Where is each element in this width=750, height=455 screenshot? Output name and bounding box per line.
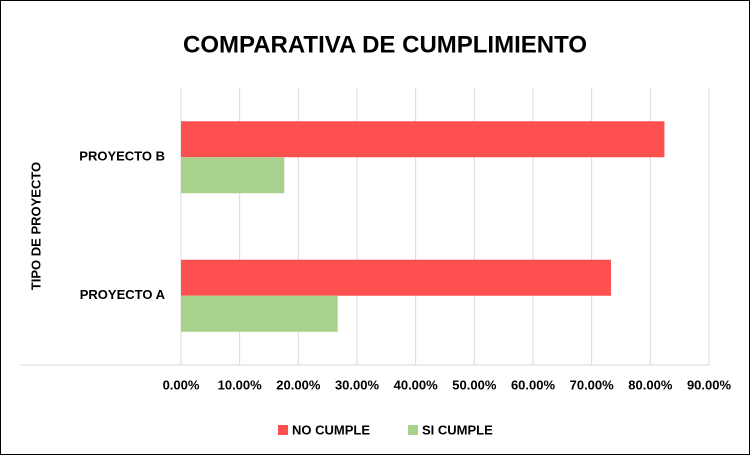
x-tick-label: 90.00%	[687, 377, 732, 392]
x-tick-label: 80.00%	[628, 377, 673, 392]
x-tick-label: 10.00%	[218, 377, 263, 392]
chart-title: COMPARATIVA DE CUMPLIMIENTO	[183, 31, 587, 58]
x-tick-label: 40.00%	[394, 377, 439, 392]
x-tick-label: 0.00%	[163, 377, 200, 392]
legend-swatch	[278, 425, 288, 435]
bar	[181, 157, 285, 194]
legend-label: NO CUMPLE	[292, 422, 370, 437]
bar	[181, 121, 665, 158]
x-tick-label: 50.00%	[452, 377, 497, 392]
x-tick-label: 30.00%	[335, 377, 380, 392]
y-axis-label: TIPO DE PROYECTO	[28, 162, 43, 290]
y-tick-label: PROYECTO A	[80, 287, 166, 302]
legend-label: SI CUMPLE	[422, 422, 493, 437]
y-tick-label: PROYECTO B	[79, 149, 165, 164]
x-tick-label: 60.00%	[511, 377, 556, 392]
bar	[181, 295, 338, 332]
legend-swatch	[408, 425, 418, 435]
x-tick-label: 20.00%	[276, 377, 321, 392]
x-tick-label: 70.00%	[570, 377, 615, 392]
bar	[181, 259, 612, 296]
